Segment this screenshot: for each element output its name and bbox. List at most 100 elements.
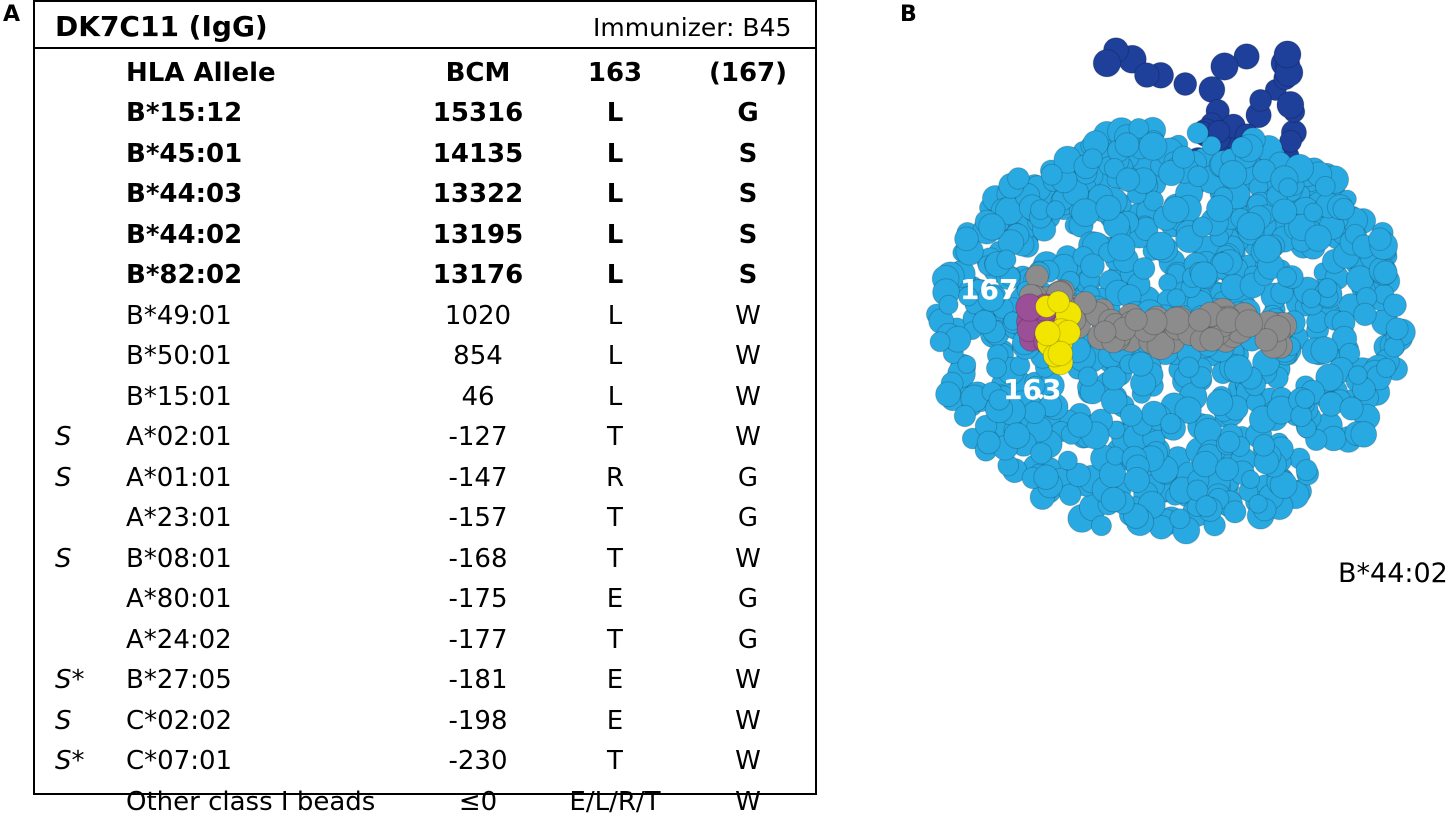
panel-a-label: A: [3, 2, 21, 27]
beta2m-atom: [1249, 88, 1273, 112]
molecule-atom: [1071, 198, 1100, 228]
molecule-atom: [1217, 430, 1241, 454]
molecule-atom: [954, 226, 979, 252]
residue-163-cell: T: [607, 624, 623, 655]
bcm-cell: -157: [448, 503, 508, 533]
molecule-atom: [1195, 495, 1218, 518]
peptide-atom: [1199, 327, 1225, 352]
peptide-atom: [1234, 309, 1264, 338]
residue-163-cell: T: [607, 503, 623, 533]
residue-167-cell: S: [738, 138, 758, 169]
residue-167-cell: W: [735, 300, 761, 331]
residue-163-cell: E: [606, 705, 624, 736]
residue-167-cell: W: [735, 705, 761, 736]
molecule-atom: [1186, 121, 1209, 145]
allele-cell: B*44:03: [126, 179, 243, 209]
beta2m-atom: [1276, 90, 1305, 119]
bcm-cell: -230: [448, 746, 508, 776]
molecule-atom: [1119, 403, 1143, 427]
molecule-atom: [1295, 459, 1318, 482]
bcm-cell: -177: [448, 624, 508, 655]
residue-167-cell: S: [738, 179, 758, 209]
molecule-atom: [1100, 486, 1127, 513]
molecule-atom: [1317, 278, 1338, 298]
residue-163-label: 163: [1003, 373, 1062, 406]
hla-allele-table: DK7C11 (IgG) Immunizer: B45 HLA Allele B…: [33, 0, 817, 817]
molecule-atom: [1290, 404, 1313, 428]
hla-molecule-structure: [925, 37, 1416, 545]
beta2m-atom: [1210, 52, 1239, 81]
molecule-atom: [1132, 257, 1156, 280]
molecule-atom: [1166, 288, 1187, 308]
molecule-atom: [1101, 365, 1127, 391]
serology-flag: S*: [55, 746, 85, 776]
molecule-atom: [1383, 293, 1407, 318]
table-row: B*44:03 13322 L S: [35, 175, 815, 215]
molecule-atom: [1191, 216, 1213, 238]
molecule-atom: [1030, 442, 1053, 465]
allele-cell: C*02:02: [126, 705, 233, 736]
allele-cell: B*50:01: [126, 341, 232, 371]
molecule-atom: [1211, 252, 1234, 274]
table-row: B*82:02 13176 L S: [35, 256, 815, 296]
molecule-atom: [1236, 212, 1265, 241]
molecule-atom: [1223, 500, 1247, 524]
residue-163-cell: R: [605, 462, 625, 493]
table-row: B*45:01 14135 L S: [35, 135, 815, 175]
molecule-atom: [1218, 160, 1248, 189]
molecule-atom: [1115, 167, 1141, 192]
antibody-title: DK7C11 (IgG): [55, 10, 268, 43]
table-row: B*15:12 15316 L G: [35, 94, 815, 134]
molecule-atom: [1146, 231, 1176, 261]
molecule-atom: [977, 284, 1005, 312]
molecule-atom: [1169, 508, 1191, 530]
molecule-atom: [1376, 357, 1397, 378]
serology-flag: S*: [55, 665, 85, 695]
beta2m-atom: [1092, 49, 1122, 78]
molecule-atom: [1253, 234, 1282, 264]
table-row: S A*01:01 -147 R G: [35, 459, 815, 499]
allele-cell: A*01:01: [126, 462, 232, 493]
molecule-atom: [1318, 391, 1344, 417]
molecule-atom: [1230, 136, 1253, 159]
molecule-atom: [1187, 165, 1209, 188]
molecule-atom: [996, 249, 1017, 270]
serology-flag: S: [55, 705, 72, 736]
table-row: B*44:02 13195 L S: [35, 216, 815, 256]
bcm-cell: -175: [448, 584, 508, 614]
residue-167-cell: G: [737, 584, 759, 614]
residue-167-cell: G: [737, 462, 759, 493]
allele-cell: A*24:02: [126, 624, 232, 655]
residue-167-cell: W: [735, 381, 761, 412]
bcm-cell: 46: [461, 381, 495, 412]
serology-flag: S: [55, 462, 72, 493]
molecule-atom: [1160, 413, 1182, 435]
molecule-atom: [1215, 457, 1240, 482]
allele-cell: B*45:01: [126, 138, 243, 169]
residue-163-cell: E: [606, 665, 624, 695]
molecule-atom: [1105, 446, 1125, 466]
molecule-atom: [1353, 302, 1377, 327]
molecule-atom: [1278, 177, 1299, 198]
molecule-atom: [1339, 396, 1364, 421]
molecule-atom: [1252, 434, 1276, 457]
residue-163-cell: L: [607, 381, 623, 412]
residue-163-cell: T: [607, 543, 623, 574]
molecule-atom: [1171, 145, 1196, 169]
residue-167-cell: G: [737, 503, 759, 533]
molecule-atom: [1241, 470, 1261, 489]
molecule-atom: [1310, 336, 1339, 365]
bcm-cell: 14135: [432, 138, 524, 169]
allele-cell: B*82:02: [126, 260, 243, 290]
residue-167-cell: G: [737, 98, 759, 128]
serology-flag: S: [55, 422, 72, 452]
molecule-atom: [1128, 117, 1150, 139]
molecule-atom: [1201, 135, 1222, 156]
bcm-cell: 854: [453, 341, 503, 371]
molecule-atom: [1186, 479, 1209, 502]
residue-163-cell: T: [607, 746, 623, 776]
beta2m-atom: [1134, 62, 1160, 88]
bcm-cell: 13176: [432, 260, 524, 290]
molecule-atom: [1143, 190, 1165, 212]
residue-163-cell: L: [607, 341, 623, 371]
